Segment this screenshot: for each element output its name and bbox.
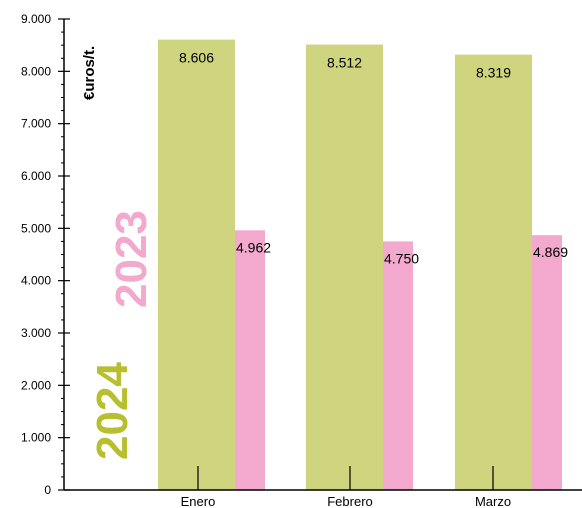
y-axis: 0 1.000 2.000 3.000 4.000 5.000 6.000 7.000 8.00… (21, 12, 70, 497)
legend-year-2023: 2023 (107, 210, 156, 308)
y-tick-label: 9.000 (21, 12, 51, 26)
y-tick-label: 4.000 (21, 274, 51, 288)
bar-2024-febrero (306, 44, 383, 490)
y-tick-label: 8.000 (21, 64, 51, 78)
y-tick-label: 7.000 (21, 117, 51, 131)
data-label-2024: 8.606 (179, 50, 214, 66)
y-tick-label: 6.000 (21, 169, 51, 183)
x-axis: Enero Febrero Marzo (64, 466, 582, 508)
y-tick-label: 2.000 (21, 378, 51, 392)
bars-group (158, 39, 562, 491)
x-tick-label-febrero: Febrero (327, 494, 373, 508)
data-label-2024: 8.319 (476, 65, 511, 81)
bar-2023-febrero (383, 241, 413, 490)
data-label-2024: 8.512 (327, 55, 362, 71)
bar-2023-marzo (532, 235, 562, 490)
y-axis-unit-label: €uros/t. (81, 46, 98, 100)
bar-2023-enero (235, 230, 265, 490)
y-tick-label: 5.000 (21, 221, 51, 235)
y-tick-label: 0 (44, 483, 51, 497)
data-labels-group: 8.606 4.962 8.512 4.750 8.319 4.869 (179, 50, 568, 267)
bar-2024-enero (158, 39, 235, 491)
x-tick-label-marzo: Marzo (475, 494, 511, 508)
data-label-2023: 4.750 (384, 250, 419, 266)
y-tick-label: 3.000 (21, 326, 51, 340)
legend-year-2024: 2024 (88, 362, 137, 460)
data-label-2023: 4.962 (236, 239, 271, 255)
x-tick-label-enero: Enero (181, 494, 216, 508)
y-tick-label: 1.000 (21, 431, 51, 445)
data-label-2023: 4.869 (533, 244, 568, 260)
bar-2024-marzo (455, 54, 532, 490)
